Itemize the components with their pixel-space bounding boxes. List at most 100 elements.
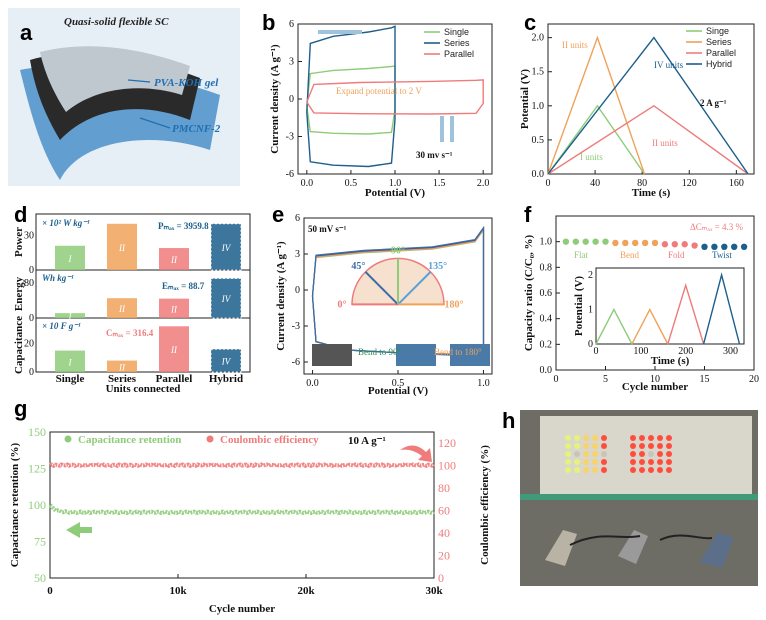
capacity-point [572,238,579,245]
bar-unit-label: I [68,254,73,264]
capacity-point [562,238,570,245]
led [565,443,571,449]
wiring [569,534,713,546]
f-ytick-label: 0.6 [540,288,553,299]
panel-a-letter: a [20,20,33,45]
c-ytick-label: 1.5 [532,67,545,78]
panel-g-points [48,462,436,516]
c-xtick-label: 160 [729,178,744,189]
legend-label-parallel: Parallel [706,48,736,58]
inset-gcd-curve [702,272,741,345]
panel-d-cmax: Cₘₐₓ = 316.4 [106,328,154,338]
g-y2tick-label: 40 [438,526,450,540]
panel-e-scan-rate: 50 mV s⁻¹ [308,224,347,234]
gcd-curve-series [547,35,646,175]
e-ytick-label: 6 [295,213,300,224]
device-clip-2 [618,530,648,564]
panel-c-plot-area [547,23,755,175]
led-array [565,435,672,473]
bar-unit-label: II [118,362,126,372]
led [565,435,571,441]
d-ytick-label: 30 [24,230,34,241]
panel-g-plot-area [49,431,435,579]
capacity-point [711,243,718,250]
d-ytick-label: 20 [24,338,34,349]
cv-curve-series [306,25,396,168]
f-xtick-label: 10 [650,374,660,385]
capacity-point [671,241,678,248]
b-ytick-label: -6 [286,169,294,180]
legend-label-hybrid: Hybrid [706,59,732,69]
retention-arrow-icon [66,522,92,538]
gel-label: PVA-KOH gel [154,77,219,89]
bar-capacitance-single [55,350,85,372]
legend-label-singe: Singe [706,26,729,36]
bar-unit-label: IV [221,357,232,367]
panel-c-curves [547,35,749,175]
panel-b-letter: b [262,10,275,35]
bar-energy-single [55,313,85,318]
capacity-point [592,238,599,245]
coulombic-efficiency-series [49,462,436,469]
panel-b-scan-rate: 30 mv s⁻¹ [416,150,453,160]
panel-f-state-flat: Flat [574,250,589,260]
bar-power-parallel [159,248,189,270]
inset-ylabel: Potential (V) [573,276,585,337]
f-ytick-label: 0.4 [540,314,553,325]
f-ytick-label: 0.8 [540,262,553,273]
led [565,451,571,457]
bar-unit-label: II [118,243,126,253]
capacity-point [721,243,728,250]
bar-unit-label: II [170,304,178,314]
capacity-point [691,242,698,249]
led [639,443,645,449]
panel-e-photo-flat [312,344,352,366]
c-ytick-label: 0.0 [532,169,545,180]
panel-d-pmax: Pₘₐₓ = 3959.8 [158,221,209,231]
angle-label-45: 45° [351,261,365,272]
c-xtick-label: 120 [682,178,697,189]
f-xtick-label: 5 [603,374,608,385]
panel-d-cap-unit: × 10 F g⁻¹ [42,321,81,331]
g-ytick-label: 150 [28,425,46,439]
g-y2tick-label: 100 [438,459,456,473]
b-xtick-label: 0.0 [301,178,314,189]
bar-power-series [107,223,137,270]
angle-label-90: 90° [391,245,405,256]
inset-gcd-curve [595,307,633,345]
cv-curve-single [306,64,396,135]
panel-e: e 0.0 0.5 1.0 -6 -3 0 3 6 0° 45° 90° 135° 180° Pote… [272,202,493,397]
led [574,443,580,449]
bar-unit-label: IV [221,294,232,304]
d-ytick-label: 0 [29,265,34,276]
led [666,451,672,457]
g-xtick-label: 10k [169,585,187,597]
led [592,467,598,473]
panel-f-ylabel: Capacity ratio (C/C₀, %) [523,235,535,352]
led [639,435,645,441]
efficiency-arrow-icon [400,445,432,462]
d-ytick-label: 0 [29,313,34,324]
inset-xlabel: Time (s) [651,355,690,367]
led [583,467,589,473]
led [648,451,654,457]
g-xtick-label: 30k [425,585,443,597]
led [601,443,607,449]
panel-b-xlabel: Potential (V) [365,187,426,199]
capacity-point [740,243,748,250]
capacity-point [641,239,649,247]
led [601,435,607,441]
c-xtick-label: 80 [637,178,647,189]
g-ytick-label: 100 [28,498,46,512]
bar-energy-series [107,298,137,318]
panel-d-letter: d [14,202,27,227]
led [583,459,589,465]
panel-c-ylabel: Potential (V) [519,69,531,130]
e-ytick-label: 3 [295,249,300,260]
b-ytick-label: 3 [289,57,294,68]
led [574,459,580,465]
panel-d-power-unit: × 10² W kg⁻¹ [42,218,90,228]
b-ytick-label: 0 [289,94,294,105]
panel-f-delta: ΔCₘₐₓ = 4.3 % [690,222,744,232]
